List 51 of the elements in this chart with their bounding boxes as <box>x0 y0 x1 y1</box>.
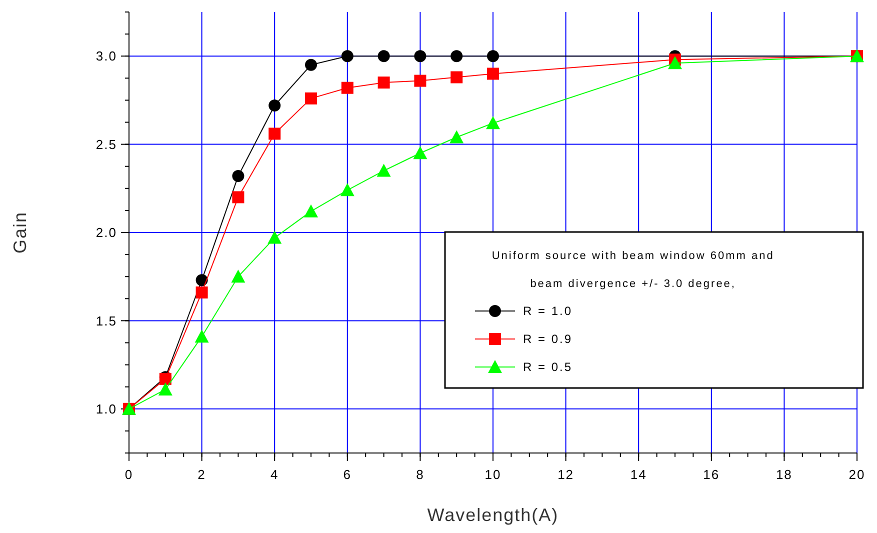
x-tick-label: 12 <box>558 467 574 482</box>
point <box>487 68 499 80</box>
x-axis-title: Wavelength(A) <box>427 505 559 525</box>
y-tick-label: 1.5 <box>96 313 117 328</box>
point <box>196 286 208 298</box>
x-tick-label: 18 <box>776 467 792 482</box>
point <box>450 50 463 62</box>
point <box>268 99 281 112</box>
point <box>196 274 208 286</box>
point <box>450 71 463 84</box>
legend-label: R = 1.0 <box>523 304 573 318</box>
x-tick-label: 14 <box>630 467 647 482</box>
point <box>305 58 317 71</box>
x-tick-label: 10 <box>484 467 502 482</box>
x-tick-label: 2 <box>198 467 206 482</box>
point <box>232 170 244 182</box>
legend-label: R = 0.9 <box>523 332 573 346</box>
point <box>668 56 682 70</box>
point <box>450 130 464 144</box>
x-tick-label: 4 <box>270 467 279 482</box>
x-tick-label: 6 <box>343 467 352 482</box>
legend-label: R = 0.5 <box>523 360 573 374</box>
point <box>194 330 209 343</box>
x-tick-label: 20 <box>848 467 866 482</box>
x-tick-label: 0 <box>124 467 134 482</box>
point <box>486 116 500 130</box>
point <box>376 164 391 177</box>
y-tick-label: 1.0 <box>96 401 117 416</box>
point <box>340 183 354 196</box>
point <box>304 204 318 218</box>
point <box>414 50 426 62</box>
y-axis-title: Gain <box>10 211 30 254</box>
point <box>268 128 281 140</box>
point <box>413 146 428 160</box>
point <box>341 82 354 94</box>
y-tick-label: 2.5 <box>96 136 117 152</box>
y-tick-label: 3.0 <box>96 48 117 64</box>
point <box>378 76 390 89</box>
text: Uniform source with beam window 60mm and beam divergence +/- 3.0 degree, <box>492 250 774 290</box>
point <box>232 191 244 204</box>
point <box>487 50 499 62</box>
point <box>341 50 354 62</box>
y-tick-label: 2.0 <box>96 225 117 240</box>
point <box>414 74 426 87</box>
x-tick-label: 16 <box>703 467 720 482</box>
point <box>158 382 172 396</box>
x-tick-label: 8 <box>416 467 424 482</box>
point <box>268 230 282 244</box>
point <box>231 270 246 283</box>
point <box>305 92 317 104</box>
point <box>378 50 390 62</box>
